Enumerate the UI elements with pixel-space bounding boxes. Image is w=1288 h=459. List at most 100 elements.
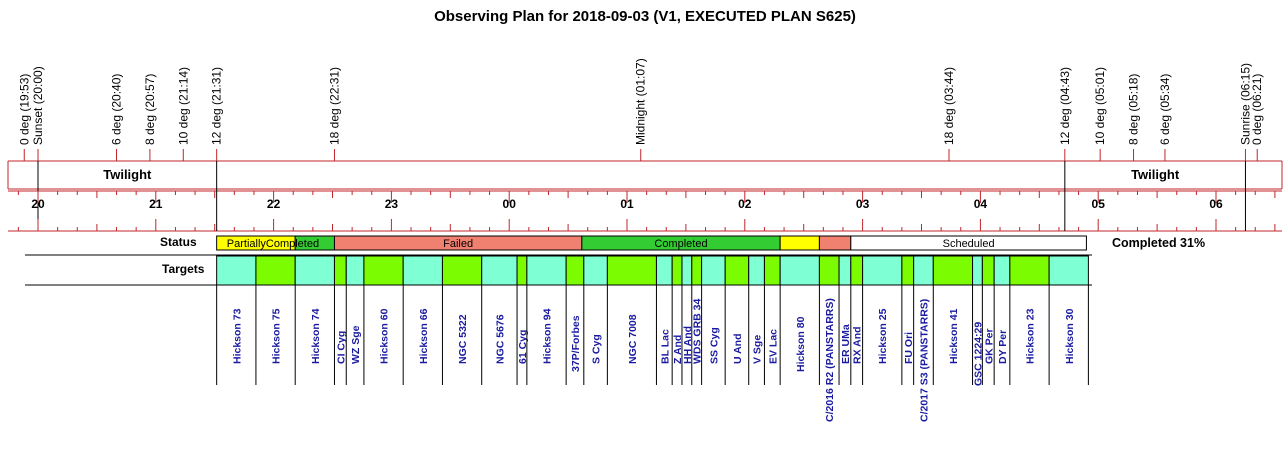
hour-tick-label: 23 (385, 197, 399, 211)
event-label: 8 deg (20:57) (143, 74, 157, 145)
event-label: 12 deg (04:43) (1058, 67, 1072, 145)
target-block-gsc-1224-29 (972, 255, 983, 286)
target-block-hickson-74 (294, 255, 335, 286)
target-block-dy-per (993, 255, 1011, 286)
target-name-wds-grb-34: WDS GRB 34 (692, 298, 704, 364)
hour-tick-label: 02 (738, 197, 752, 211)
event-label: 8 deg (05:18) (1127, 74, 1141, 145)
target-name-gk-per: GK Per (983, 328, 995, 364)
target-name-wz-sge: WZ Sge (350, 325, 362, 364)
twilight-bands: Twilight Twilight (37, 161, 1246, 231)
hour-tick-label: 01 (620, 197, 634, 211)
event-label: 0 deg (19:53) (17, 74, 31, 145)
target-block-z-and (671, 255, 683, 286)
target-name-gsc-1224-29: GSC 1224:29 (972, 322, 984, 386)
target-name-ss-cyg: SS Cyg (708, 327, 720, 364)
target-block-hickson-73 (216, 255, 257, 286)
target-block-ngc-7008 (606, 255, 657, 286)
target-name-ngc-5676: NGC 5676 (494, 314, 506, 364)
target-block-hickson-41 (932, 255, 974, 286)
target-block-37p-forbes (565, 255, 585, 286)
target-block-hickson-80 (779, 255, 820, 286)
status-label-completed: Completed (654, 238, 707, 250)
target-name-ci-cyg: CI Cyg (335, 331, 347, 364)
chart-title: Observing Plan for 2018-09-03 (V1, EXECU… (434, 8, 856, 25)
target-name-dy-per: DY Per (997, 330, 1009, 364)
targets-row-label: Targets (162, 262, 205, 276)
hour-tick-label: 05 (1092, 197, 1106, 211)
target-block-c-2016-r2-panstarrs (818, 255, 840, 286)
target-block-hickson-23 (1009, 255, 1050, 286)
status-row-label: Status (160, 235, 197, 249)
target-name-37p-forbes: 37P/Forbes (570, 315, 582, 372)
target-block-ss-cyg (701, 255, 726, 286)
target-name-fu-ori: FU Ori (903, 332, 915, 364)
target-name-rx-and: RX And (852, 326, 864, 364)
hour-tick-label: 06 (1209, 197, 1223, 211)
target-block-ci-cyg (333, 255, 347, 286)
completion-summary: Completed 31% (1112, 236, 1205, 250)
target-block-hickson-75 (255, 255, 296, 286)
twilight-axis (7, 160, 1283, 190)
twilight-label: Twilight (103, 167, 152, 182)
target-name-hickson-94: Hickson 94 (542, 308, 554, 364)
target-block-hickson-30 (1048, 255, 1089, 286)
target-block-rx-and (850, 255, 864, 286)
target-name-hickson-75: Hickson 75 (271, 308, 283, 364)
target-name-hickson-80: Hickson 80 (795, 316, 807, 372)
target-name-c-2017-s3-panstarrs: C/2017 S3 (PANSTARRS) (918, 299, 930, 422)
target-name-hickson-23: Hickson 23 (1024, 308, 1036, 364)
target-name-ngc-5322: NGC 5322 (457, 314, 469, 364)
target-name-hickson-25: Hickson 25 (877, 308, 889, 364)
target-block-c-2017-s3-panstarrs (913, 255, 934, 286)
target-block-hickson-60 (363, 255, 404, 286)
event-label: 18 deg (03:44) (942, 67, 956, 145)
target-block-hh-and (681, 255, 693, 286)
target-block-u-and (724, 255, 750, 286)
status-segment-7 (850, 235, 1087, 251)
target-name-hickson-73: Hickson 73 (231, 308, 243, 364)
hour-tick-label: 21 (149, 197, 163, 211)
target-block-hickson-66 (402, 255, 443, 286)
target-name-hickson-74: Hickson 74 (310, 308, 322, 364)
event-label: 6 deg (20:40) (110, 74, 124, 145)
event-label: 10 deg (21:14) (176, 67, 190, 145)
status-label-scheduled: Scheduled (943, 238, 995, 250)
target-name-61-cyg: 61 Cyg (517, 330, 529, 364)
status-label-failed: Failed (443, 238, 473, 250)
twilight-events: 0 deg (19:53) Sunset (20:00) 6 deg (20:40)… (17, 58, 1264, 161)
target-name-c-2016-r2-panstarrs: C/2016 R2 (PANSTARRS) (824, 298, 836, 422)
targets-row: Hickson 73 Hickson 75 Hickson 74 CI Cyg WZ S… (216, 255, 1089, 422)
target-block-hickson-25 (862, 255, 903, 286)
hour-tick-label: 00 (503, 197, 517, 211)
status-label-partiallycompleted: PartiallyCompleted (227, 238, 319, 250)
target-name-v-sge: V Sge (752, 335, 764, 364)
hour-ticks: 20 21 22 23 00 01 02 03 04 05 06 (17, 191, 1276, 231)
target-block-fu-ori (901, 255, 915, 286)
twilight-label: Twilight (1131, 167, 1180, 182)
target-name-hh-and: HH And (682, 326, 694, 364)
status-segment-6 (818, 235, 852, 251)
hour-tick-label: 03 (856, 197, 870, 211)
target-block-wz-sge (345, 255, 365, 286)
hour-tick-label: 04 (974, 197, 988, 211)
hour-tick-label: 20 (31, 197, 45, 211)
target-block-ev-lac (763, 255, 781, 286)
target-block-hickson-94 (526, 255, 567, 286)
target-block-61-cyg (516, 255, 528, 286)
target-name-ngc-7008: NGC 7008 (627, 314, 639, 364)
target-name-ev-lac: EV Lac (767, 329, 779, 364)
target-name-hickson-41: Hickson 41 (948, 308, 960, 364)
event-label: 12 deg (21:31) (210, 67, 224, 145)
target-name-er-uma: ER UMa (840, 324, 852, 364)
hour-tick-label: 22 (267, 197, 281, 211)
status-row: PartiallyCompleted Failed Completed Schedul… (216, 235, 1087, 251)
target-block-ngc-5676 (481, 255, 518, 286)
target-block-s-cyg (583, 255, 608, 286)
target-name-s-cyg: S Cyg (591, 334, 603, 364)
event-label: Sunrise (06:15) (1238, 63, 1252, 145)
target-block-er-uma (838, 255, 852, 286)
target-name-hickson-30: Hickson 30 (1064, 308, 1076, 364)
target-name-hickson-60: Hickson 60 (379, 308, 391, 364)
target-name-z-and: Z And (672, 335, 684, 364)
